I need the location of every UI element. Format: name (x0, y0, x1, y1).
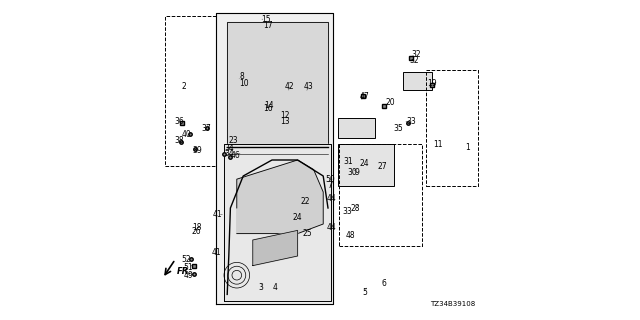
Text: 18: 18 (192, 223, 202, 232)
Text: 17: 17 (262, 21, 273, 30)
Text: TZ34B39108: TZ34B39108 (430, 301, 475, 307)
Text: 43: 43 (304, 82, 314, 91)
Text: 5: 5 (362, 288, 367, 297)
Polygon shape (227, 22, 328, 147)
Text: 37: 37 (202, 124, 211, 132)
Text: 26: 26 (192, 228, 202, 236)
Text: 31: 31 (343, 157, 353, 166)
Text: 10: 10 (239, 79, 249, 88)
Text: 36: 36 (174, 117, 184, 126)
Text: 32: 32 (411, 50, 421, 59)
Text: 47: 47 (360, 92, 370, 100)
Polygon shape (237, 160, 323, 234)
Text: 34: 34 (224, 144, 234, 153)
Text: 46: 46 (230, 151, 240, 160)
Bar (339, 118, 375, 138)
Text: 6: 6 (381, 279, 387, 288)
Text: 11: 11 (434, 140, 443, 148)
Text: 33: 33 (406, 117, 416, 126)
Text: 9: 9 (355, 168, 359, 177)
Text: 19: 19 (427, 79, 437, 88)
Text: 24: 24 (360, 159, 370, 168)
Text: 44: 44 (326, 223, 336, 232)
Bar (339, 144, 422, 246)
Text: 25: 25 (302, 229, 312, 238)
Text: 22: 22 (301, 197, 310, 206)
Text: 4: 4 (273, 284, 278, 292)
Text: 12: 12 (280, 111, 289, 120)
Text: 33: 33 (342, 207, 352, 216)
Text: 28: 28 (351, 204, 360, 212)
Text: 35: 35 (394, 124, 403, 132)
Bar (165, 16, 216, 166)
Bar (338, 144, 394, 186)
Text: 1: 1 (465, 143, 470, 152)
Text: 38: 38 (174, 136, 184, 145)
Text: 13: 13 (280, 117, 291, 126)
Polygon shape (216, 13, 333, 304)
Polygon shape (253, 230, 298, 266)
Bar (403, 72, 432, 90)
Text: 34: 34 (224, 149, 234, 158)
Text: 40: 40 (182, 130, 191, 139)
Text: 41: 41 (212, 210, 223, 219)
Text: 44: 44 (326, 194, 336, 203)
Text: 8: 8 (239, 72, 244, 81)
Text: 48: 48 (345, 231, 355, 240)
Polygon shape (224, 144, 332, 301)
Text: 20: 20 (385, 98, 396, 107)
Text: 30: 30 (347, 168, 357, 177)
Text: 42: 42 (285, 82, 294, 91)
Text: 50: 50 (325, 175, 335, 184)
Text: 52: 52 (181, 255, 191, 264)
Text: 2: 2 (182, 82, 186, 91)
Text: 7: 7 (327, 181, 332, 190)
Text: 32: 32 (410, 56, 419, 65)
Text: 15: 15 (260, 15, 271, 24)
Text: 49: 49 (183, 271, 193, 280)
Text: 23: 23 (228, 136, 239, 145)
Text: 3: 3 (259, 284, 263, 292)
Text: 41: 41 (211, 248, 221, 257)
Text: FR.: FR. (177, 268, 193, 276)
Text: 14: 14 (264, 101, 274, 110)
Text: 16: 16 (263, 104, 273, 113)
Text: 51: 51 (183, 263, 193, 272)
Text: 24: 24 (292, 213, 303, 222)
Text: 39: 39 (192, 146, 202, 155)
Text: 27: 27 (378, 162, 387, 171)
Bar (426, 70, 479, 186)
